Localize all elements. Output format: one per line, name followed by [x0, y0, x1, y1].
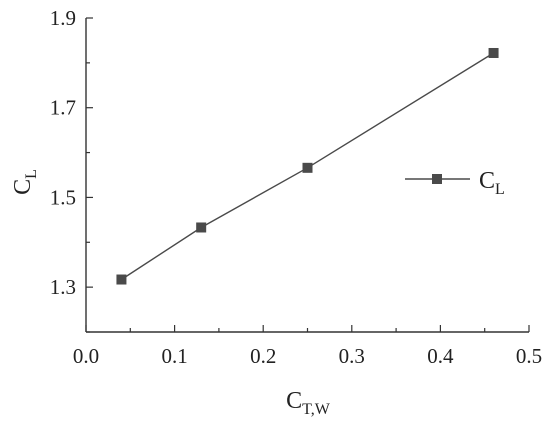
data-point-marker: [116, 274, 127, 285]
x-axis-title-main: C: [286, 388, 302, 414]
series-layer: [116, 47, 499, 285]
data-point-marker: [488, 47, 499, 58]
y-tick-label: 1.9: [50, 6, 76, 30]
x-tick-label: 0.1: [161, 344, 187, 368]
series-line: [121, 52, 494, 281]
x-axis-ticks: 0.0 0.1 0.2 0.3 0.4 0.5: [73, 325, 542, 368]
y-tick-label: 1.7: [50, 96, 76, 120]
x-tick-label: 0.3: [339, 344, 365, 368]
axes: [85, 18, 529, 333]
y-tick-label: 1.5: [50, 185, 76, 209]
legend: CL: [405, 168, 505, 198]
data-point-marker: [196, 222, 207, 233]
legend-label: CL: [479, 168, 505, 198]
y-axis-title: CL: [10, 169, 40, 195]
x-tick-label: 0.5: [516, 344, 542, 368]
x-tick-label: 0.4: [427, 344, 454, 368]
y-axis-title-sub: L: [23, 169, 40, 179]
legend-label-sub: L: [495, 181, 505, 198]
x-tick-label: 0.2: [250, 344, 276, 368]
x-tick-label: 0.0: [73, 344, 99, 368]
x-axis-title-sub: T,W: [302, 401, 331, 418]
legend-label-main: C: [479, 168, 495, 194]
data-point-marker: [302, 162, 313, 173]
y-axis-ticks: 1.3 1.5 1.7 1.9: [50, 6, 93, 333]
legend-marker: [432, 174, 442, 184]
y-axis-title-main: C: [10, 179, 36, 195]
x-axis-title: CT,W: [286, 388, 331, 418]
y-tick-label: 1.3: [50, 275, 76, 299]
